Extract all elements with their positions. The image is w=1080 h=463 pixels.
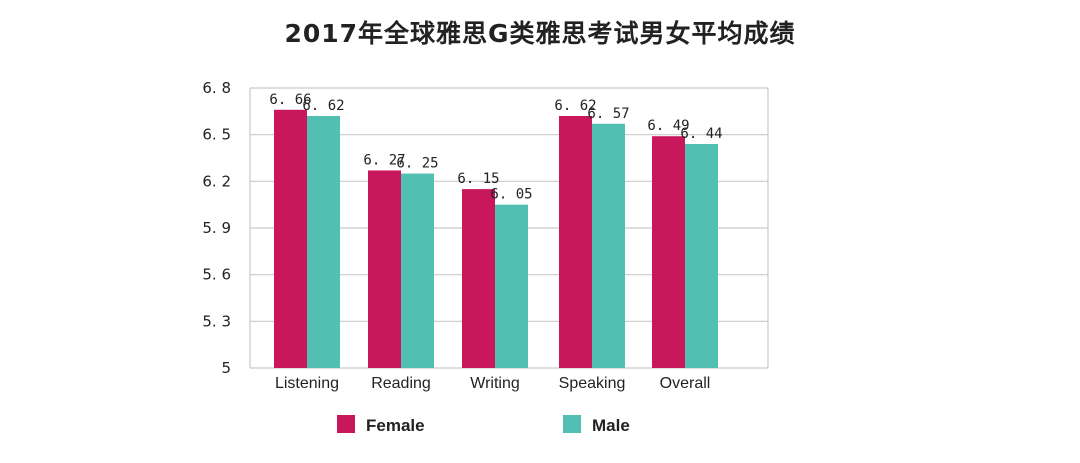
data-label: 6. 62 xyxy=(554,98,596,114)
legend-label-female: Female xyxy=(366,416,425,435)
bars xyxy=(274,109,718,369)
labels: 55. 35. 65. 96. 26. 56. 86. 666. 62Liste… xyxy=(202,79,722,392)
y-tick-label: 6. 2 xyxy=(202,172,231,190)
x-tick-label: Speaking xyxy=(559,375,626,392)
data-label: 6. 49 xyxy=(647,118,689,134)
x-tick-label: Reading xyxy=(371,375,431,392)
legend-label-male: Male xyxy=(592,416,630,435)
y-tick-label: 5 xyxy=(221,359,231,377)
bar-male-speaking xyxy=(592,123,625,369)
bar-female-listening xyxy=(274,109,307,369)
bar-female-reading xyxy=(368,170,401,368)
y-tick-label: 5. 6 xyxy=(202,266,231,284)
bar-male-listening xyxy=(307,116,340,368)
x-tick-label: Writing xyxy=(470,375,520,392)
bar-female-writing xyxy=(462,189,495,368)
legend-swatch-female xyxy=(337,415,355,433)
chart-title: 2017年全球雅思G类雅思考试男女平均成绩 xyxy=(284,19,796,48)
bar-female-speaking xyxy=(559,116,592,368)
data-label: 6. 25 xyxy=(396,156,438,172)
data-label: 6. 62 xyxy=(302,98,344,114)
data-label: 6. 15 xyxy=(457,171,499,187)
y-tick-label: 5. 3 xyxy=(202,312,231,330)
y-tick-label: 5. 9 xyxy=(202,219,231,237)
data-label: 6. 66 xyxy=(269,92,311,108)
data-label: 6. 27 xyxy=(363,152,405,168)
legend-swatch-male xyxy=(563,415,581,433)
bar-female-overall xyxy=(652,136,685,368)
bar-male-reading xyxy=(401,173,434,368)
x-tick-label: Overall xyxy=(660,375,711,392)
y-tick-label: 6. 5 xyxy=(202,126,231,144)
x-tick-label: Listening xyxy=(275,375,339,392)
data-label: 6. 57 xyxy=(587,106,629,122)
data-label: 6. 05 xyxy=(490,187,532,203)
legend: Female Male xyxy=(337,415,630,435)
data-label: 6. 44 xyxy=(680,126,722,142)
y-tick-label: 6. 8 xyxy=(202,79,231,97)
bar-male-overall xyxy=(685,144,718,368)
bar-male-writing xyxy=(495,204,528,368)
